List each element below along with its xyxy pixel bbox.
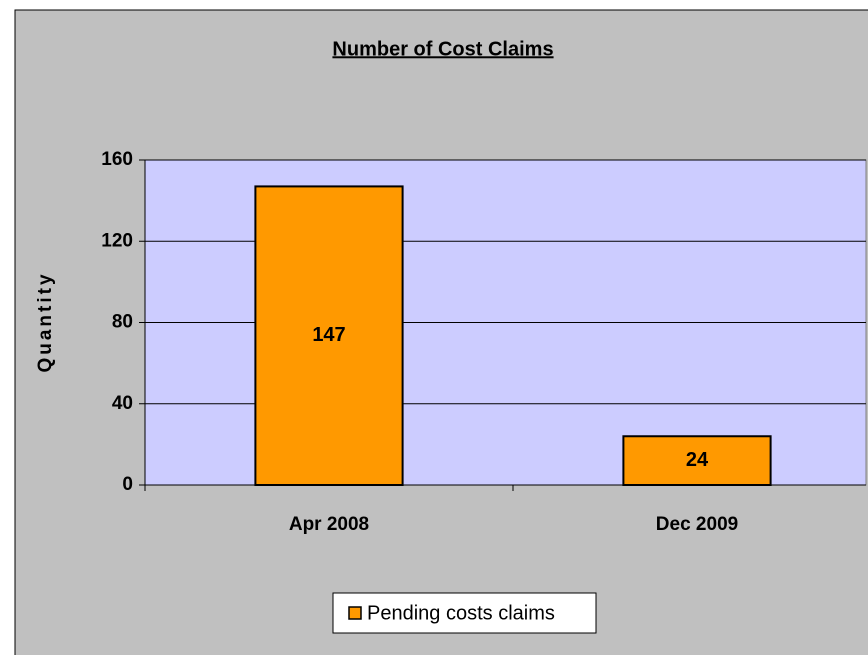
data-label: 147	[312, 324, 345, 346]
legend-box	[332, 592, 597, 634]
y-axis-label: Quantity	[35, 271, 56, 372]
y-tick-label: 0	[122, 474, 133, 495]
chart-title: Number of Cost Claims	[332, 38, 553, 60]
legend-swatch	[348, 606, 362, 620]
x-tick-label: Dec 2009	[656, 514, 738, 535]
y-tick-label: 160	[101, 149, 133, 170]
y-tick-label: 80	[112, 312, 133, 333]
legend-label: Pending costs claims	[367, 602, 555, 624]
x-tick-label: Apr 2008	[289, 514, 369, 535]
data-label: 24	[686, 449, 709, 471]
y-tick-label: 40	[112, 393, 133, 414]
y-tick-label: 120	[101, 230, 133, 251]
bar	[622, 435, 772, 486]
bar	[254, 185, 404, 486]
